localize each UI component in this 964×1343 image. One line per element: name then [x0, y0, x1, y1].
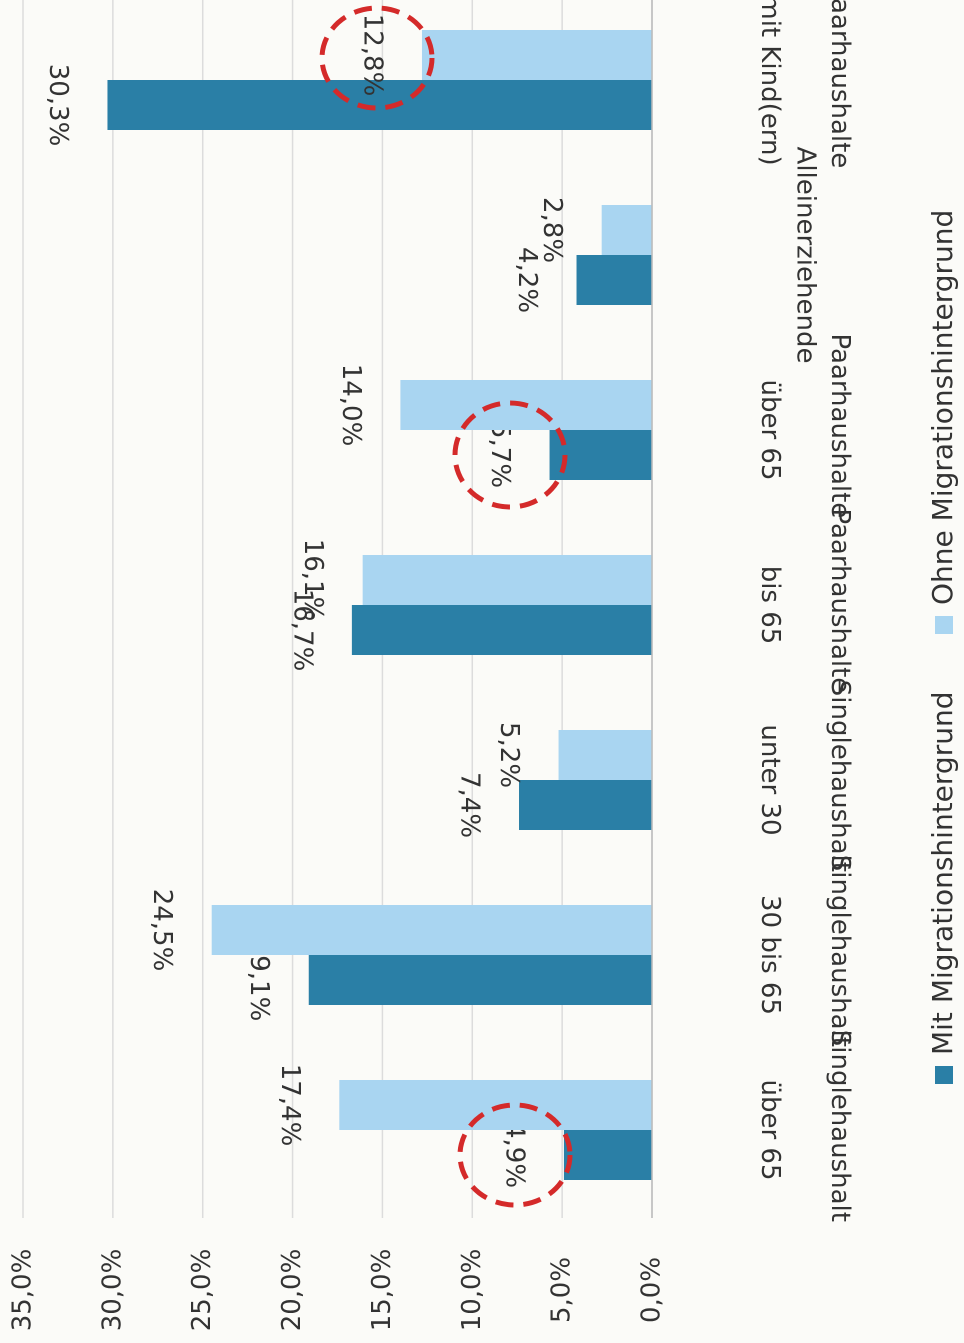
label-line: Paarhaushalte — [826, 0, 856, 177]
bar — [351, 605, 652, 655]
label-line: über 65 — [756, 379, 786, 480]
y-tick-label: 15,0% — [367, 1249, 397, 1332]
bar — [601, 205, 652, 255]
bar — [563, 1130, 652, 1180]
y-tick-label: 30,0% — [97, 1249, 127, 1332]
value-label: 16,7% — [287, 589, 317, 672]
x-tick-label: Paarhaushalte über 65 — [756, 333, 856, 526]
value-label: 17,4% — [275, 1064, 305, 1147]
value-label: 12,8% — [357, 14, 387, 97]
label-line: Paarhaushalte — [826, 333, 856, 526]
label-line: über 65 — [756, 1079, 786, 1180]
y-tick-label: 10,0% — [457, 1249, 487, 1332]
x-tick-label: Singlehaushalt unter 30 — [756, 680, 856, 880]
label-line: bis 65 — [756, 566, 786, 645]
bar — [211, 905, 652, 955]
legend-label: Mit Migrationshintergrund — [926, 692, 959, 1055]
highlight-circle — [457, 1102, 573, 1208]
y-tick-label: 0,0% — [637, 1257, 667, 1323]
label-line: 30 bis 65 — [756, 895, 786, 1015]
bar — [519, 780, 652, 830]
value-label: 7,4% — [455, 772, 485, 838]
label-line: Paarhaushalte — [826, 508, 856, 701]
x-tick-label: Singlehaushalt über 65 — [756, 1030, 856, 1230]
value-label: 4,2% — [512, 247, 542, 313]
annotations — [319, 5, 573, 1208]
value-label: 30,3% — [43, 64, 73, 147]
value-label: 5,2% — [494, 722, 524, 788]
value-label: 2,8% — [537, 197, 567, 263]
x-tick-label: Paarhaushalte mit Kind(ern) — [756, 0, 856, 177]
highlight-circle — [319, 5, 435, 111]
legend-label: Ohne Migrationshintergrund — [926, 210, 959, 605]
value-label: 14,0% — [336, 364, 366, 447]
highlight-circle — [452, 400, 568, 510]
bar — [308, 955, 652, 1005]
label-line: Singlehaushalt — [826, 680, 856, 880]
value-label: 4,9% — [499, 1122, 529, 1188]
bar — [362, 555, 652, 605]
bar — [339, 1080, 652, 1130]
label-line: mit Kind(ern) — [756, 0, 786, 166]
value-label: 16,1% — [298, 539, 328, 622]
y-tick-label: 20,0% — [277, 1249, 307, 1332]
legend-swatch — [935, 616, 953, 634]
value-label: 24,5% — [147, 889, 177, 972]
label-line: Singlehaushalt — [826, 855, 856, 1055]
value-label: 5,7% — [485, 422, 515, 488]
bar — [421, 30, 652, 80]
x-tick-label: Alleinerziehende — [791, 147, 821, 364]
legend-swatch — [935, 1066, 953, 1084]
label-line: unter 30 — [756, 724, 786, 835]
bar — [107, 80, 653, 130]
bar — [576, 255, 652, 305]
x-tick-label: Paarhaushalte bis 65 — [756, 508, 856, 701]
y-tick-label: 5,0% — [547, 1257, 577, 1323]
x-tick-label: Singlehaushalt 30 bis 65 — [756, 855, 856, 1055]
y-tick-label: 35,0% — [8, 1249, 38, 1332]
label-line: Singlehaushalt — [826, 1030, 856, 1230]
y-tick-label: 25,0% — [187, 1249, 217, 1332]
bar — [558, 730, 652, 780]
